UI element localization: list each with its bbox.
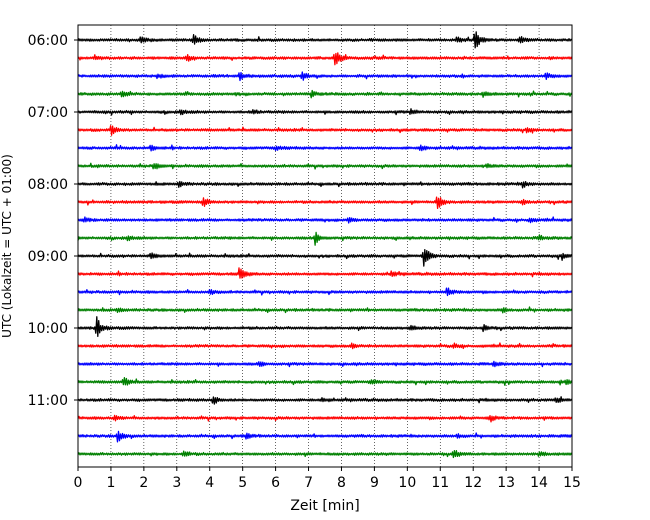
x-tick-label: 11: [431, 475, 449, 491]
trace-1000: [77, 316, 573, 338]
x-tick-label: 7: [304, 475, 313, 491]
trace-0800: [77, 180, 573, 189]
x-tick-label: 13: [497, 475, 515, 491]
y-tick-label: 08:00: [28, 177, 68, 193]
x-tick-label: 0: [74, 475, 83, 491]
trace-0900: [77, 249, 573, 267]
trace-group: [77, 31, 573, 459]
trace-1145: [77, 450, 573, 459]
x-tick-label: 15: [563, 475, 581, 491]
trace-1130: [77, 430, 573, 443]
trace-0845: [77, 231, 573, 246]
x-tick-label: 8: [337, 475, 346, 491]
y-axis-ticks: 06:00 07:00 08:00 09:00 10:00 11:00: [28, 33, 78, 409]
trace-1115: [77, 414, 573, 423]
plot-background: [78, 25, 572, 467]
y-axis-label: UTC (Lokalzeit = UTC + 01:00): [0, 154, 14, 338]
trace-0745: [77, 162, 573, 170]
y-tick-label: 10:00: [28, 321, 68, 337]
x-tick-label: 10: [398, 475, 416, 491]
x-tick-label: 14: [530, 475, 548, 491]
y-tick-label: 11:00: [28, 393, 68, 409]
trace-1100: [77, 396, 573, 405]
trace-0700: [77, 108, 573, 116]
x-tick-label: 2: [139, 475, 148, 491]
x-tick-label: 9: [370, 475, 379, 491]
trace-0715: [77, 125, 573, 136]
x-tick-label: 4: [205, 475, 214, 491]
trace-0630: [77, 71, 573, 82]
trace-0600: [77, 31, 573, 49]
trace-0930: [77, 287, 573, 297]
y-tick-label: 09:00: [28, 249, 68, 265]
trace-0645: [77, 89, 573, 99]
trace-0730: [77, 144, 573, 152]
y-tick-label: 06:00: [28, 33, 68, 49]
x-axis-ticks: 0 1 2 3 4 5 6 7 8 9 10 11 12 13 14 15: [74, 467, 581, 491]
trace-0915: [77, 267, 573, 279]
y-tick-label: 07:00: [28, 105, 68, 121]
trace-1045: [77, 377, 573, 386]
x-axis-label: Zeit [min]: [290, 498, 359, 514]
trace-0615: [77, 52, 573, 66]
x-tick-label: 3: [172, 475, 181, 491]
x-tick-label: 5: [238, 475, 247, 491]
x-tick-label: 1: [106, 475, 115, 491]
trace-1030: [77, 360, 573, 368]
x-tick-label: 6: [271, 475, 280, 491]
trace-0945: [77, 306, 573, 314]
trace-0830: [77, 216, 573, 224]
trace-0815: [77, 196, 573, 210]
trace-1015: [77, 342, 573, 350]
x-tick-label: 12: [464, 475, 482, 491]
plot-frame: [77, 24, 573, 468]
